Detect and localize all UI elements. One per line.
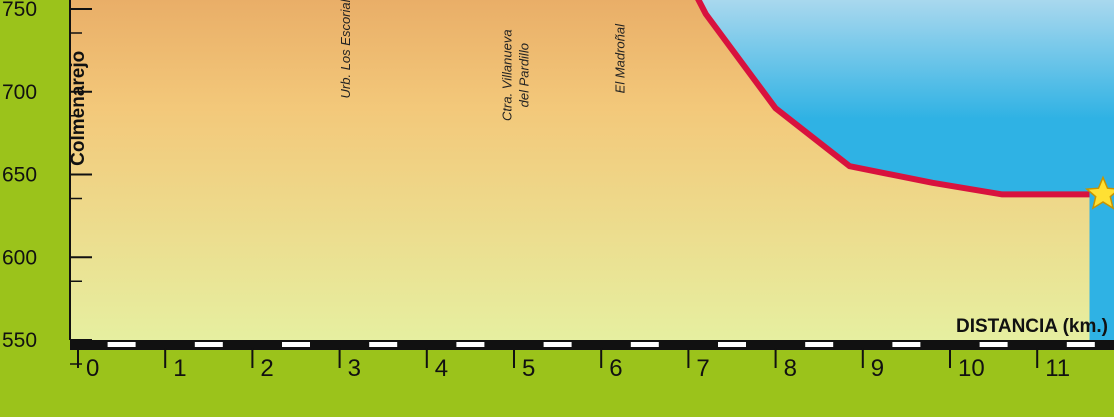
x-axis-dash [979,342,1008,347]
y-tick-label: 750 [2,0,37,21]
x-axis-bar [70,340,1114,350]
place-label: El Madroñal [613,23,628,93]
place-label: Ctra. Villanueva [499,29,514,121]
x-tick-label: 10 [958,355,985,382]
end-star-icon [1084,175,1114,210]
x-axis-dash [805,342,834,347]
x-axis-dash [107,342,136,347]
x-axis-dash [630,342,659,347]
terrain-area [69,0,1090,340]
x-tick-label: 4 [435,355,448,382]
x-tick-label: 8 [784,355,797,382]
y-tick-label: 600 [2,246,37,269]
x-axis: 0 1 2 3 4 5 6 7 8 9 10 11 [70,340,1114,382]
y-tick-label: 700 [2,81,37,104]
x-tick-label: 3 [348,355,361,382]
x-tick-label: 9 [871,355,884,382]
x-tick-label: 6 [609,355,622,382]
x-axis-dash [194,342,223,347]
x-axis-dash [892,342,921,347]
x-tick-label: 7 [696,355,709,382]
place-annotations: ColmenarejoRotondaPolígonoUrb. Los Escor… [68,0,628,166]
place-label: del Pardillo [517,43,532,107]
y-axis: 550600650700750800850900950 [2,0,92,365]
elevation-profile-line [695,0,1090,198]
x-tick-label: 0 [86,355,99,382]
x-tick-label: 2 [260,355,273,382]
x-axis-dash [543,342,572,347]
x-axis-title: DISTANCIA (km.) [956,316,1108,337]
x-axis-dash [282,342,310,347]
markers [1084,175,1114,210]
x-axis-dash [718,342,746,347]
x-tick-label: 1 [173,355,186,382]
y-tick-label: 550 [2,329,37,352]
x-axis-dash [1066,342,1095,347]
town-label: Colmenarejo [68,51,89,166]
x-tick-label: 11 [1045,355,1070,382]
x-tick-label: 5 [522,355,535,382]
place-label: Urb. Los Escoriales [338,0,353,98]
x-axis-dash [369,342,398,347]
y-tick-label: 650 [2,164,37,187]
x-axis-dash [456,342,485,347]
